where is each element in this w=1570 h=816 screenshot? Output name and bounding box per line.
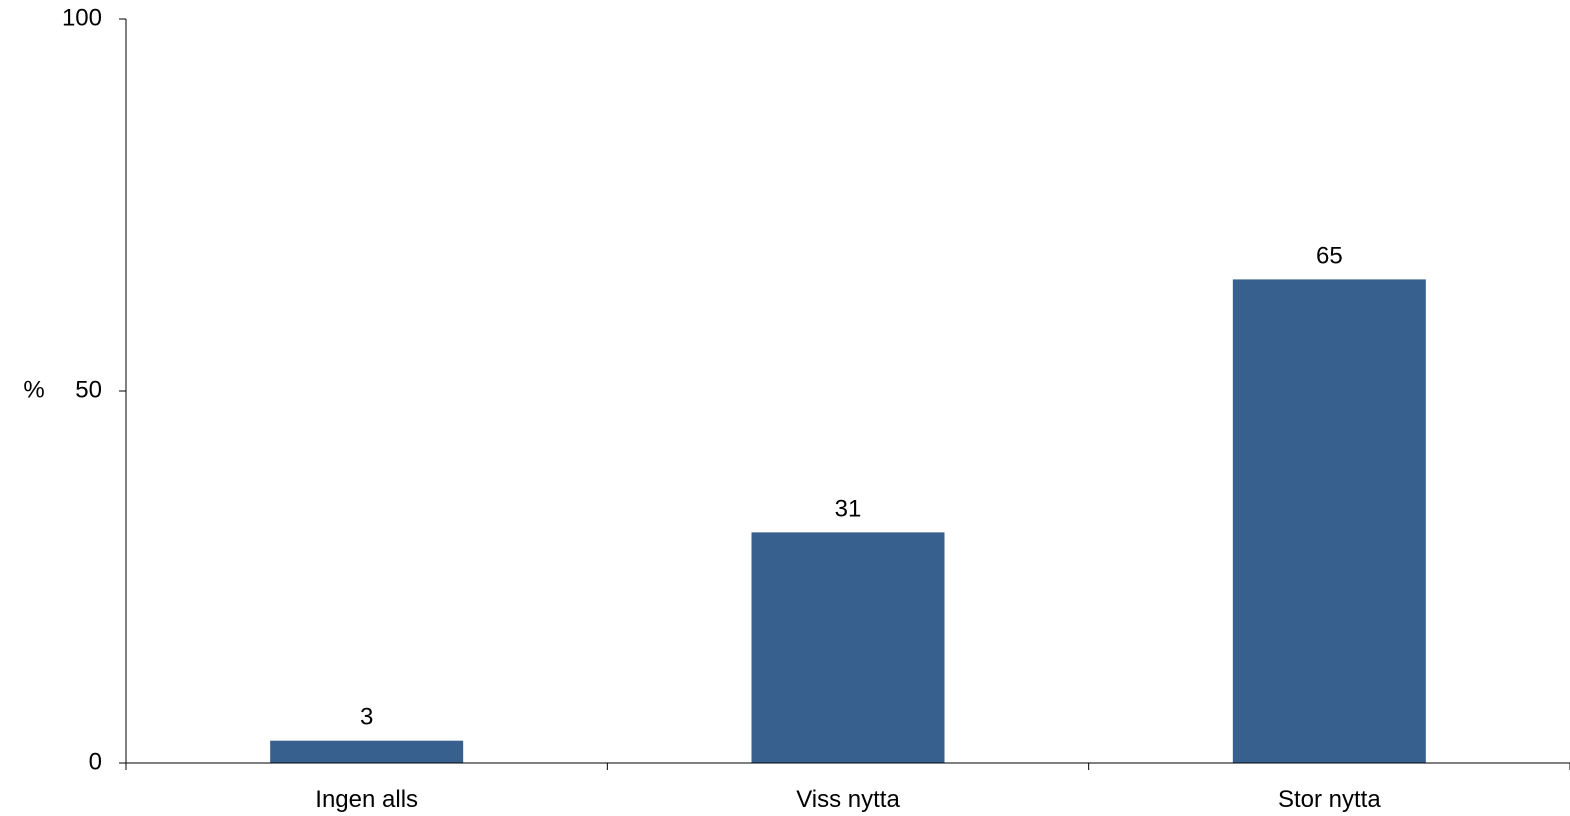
data-label: 3	[360, 704, 373, 731]
bar	[1232, 279, 1426, 763]
y-axis: 0 50 100 %	[23, 4, 127, 775]
x-ticks-group	[125, 763, 1570, 770]
x-axis: Ingen alls Viss nytta Stor nytta	[125, 762, 1570, 813]
category-label: Stor nytta	[1278, 786, 1381, 813]
y-ticks-group: 0 50 100	[62, 4, 126, 775]
y-tick-label: 100	[62, 4, 102, 31]
bars-group	[270, 279, 1426, 763]
bar	[270, 740, 464, 763]
x-labels-group: Ingen alls Viss nytta Stor nytta	[315, 786, 1381, 813]
data-label: 31	[835, 495, 862, 522]
category-label: Viss nytta	[796, 786, 900, 813]
y-axis-title: %	[23, 376, 44, 403]
data-label: 65	[1316, 242, 1343, 269]
data-labels-group: 3 31 65	[360, 242, 1343, 730]
bar	[751, 532, 945, 763]
category-label: Ingen alls	[315, 786, 418, 813]
y-tick-label: 50	[75, 376, 102, 403]
y-tick-label: 0	[89, 748, 102, 775]
